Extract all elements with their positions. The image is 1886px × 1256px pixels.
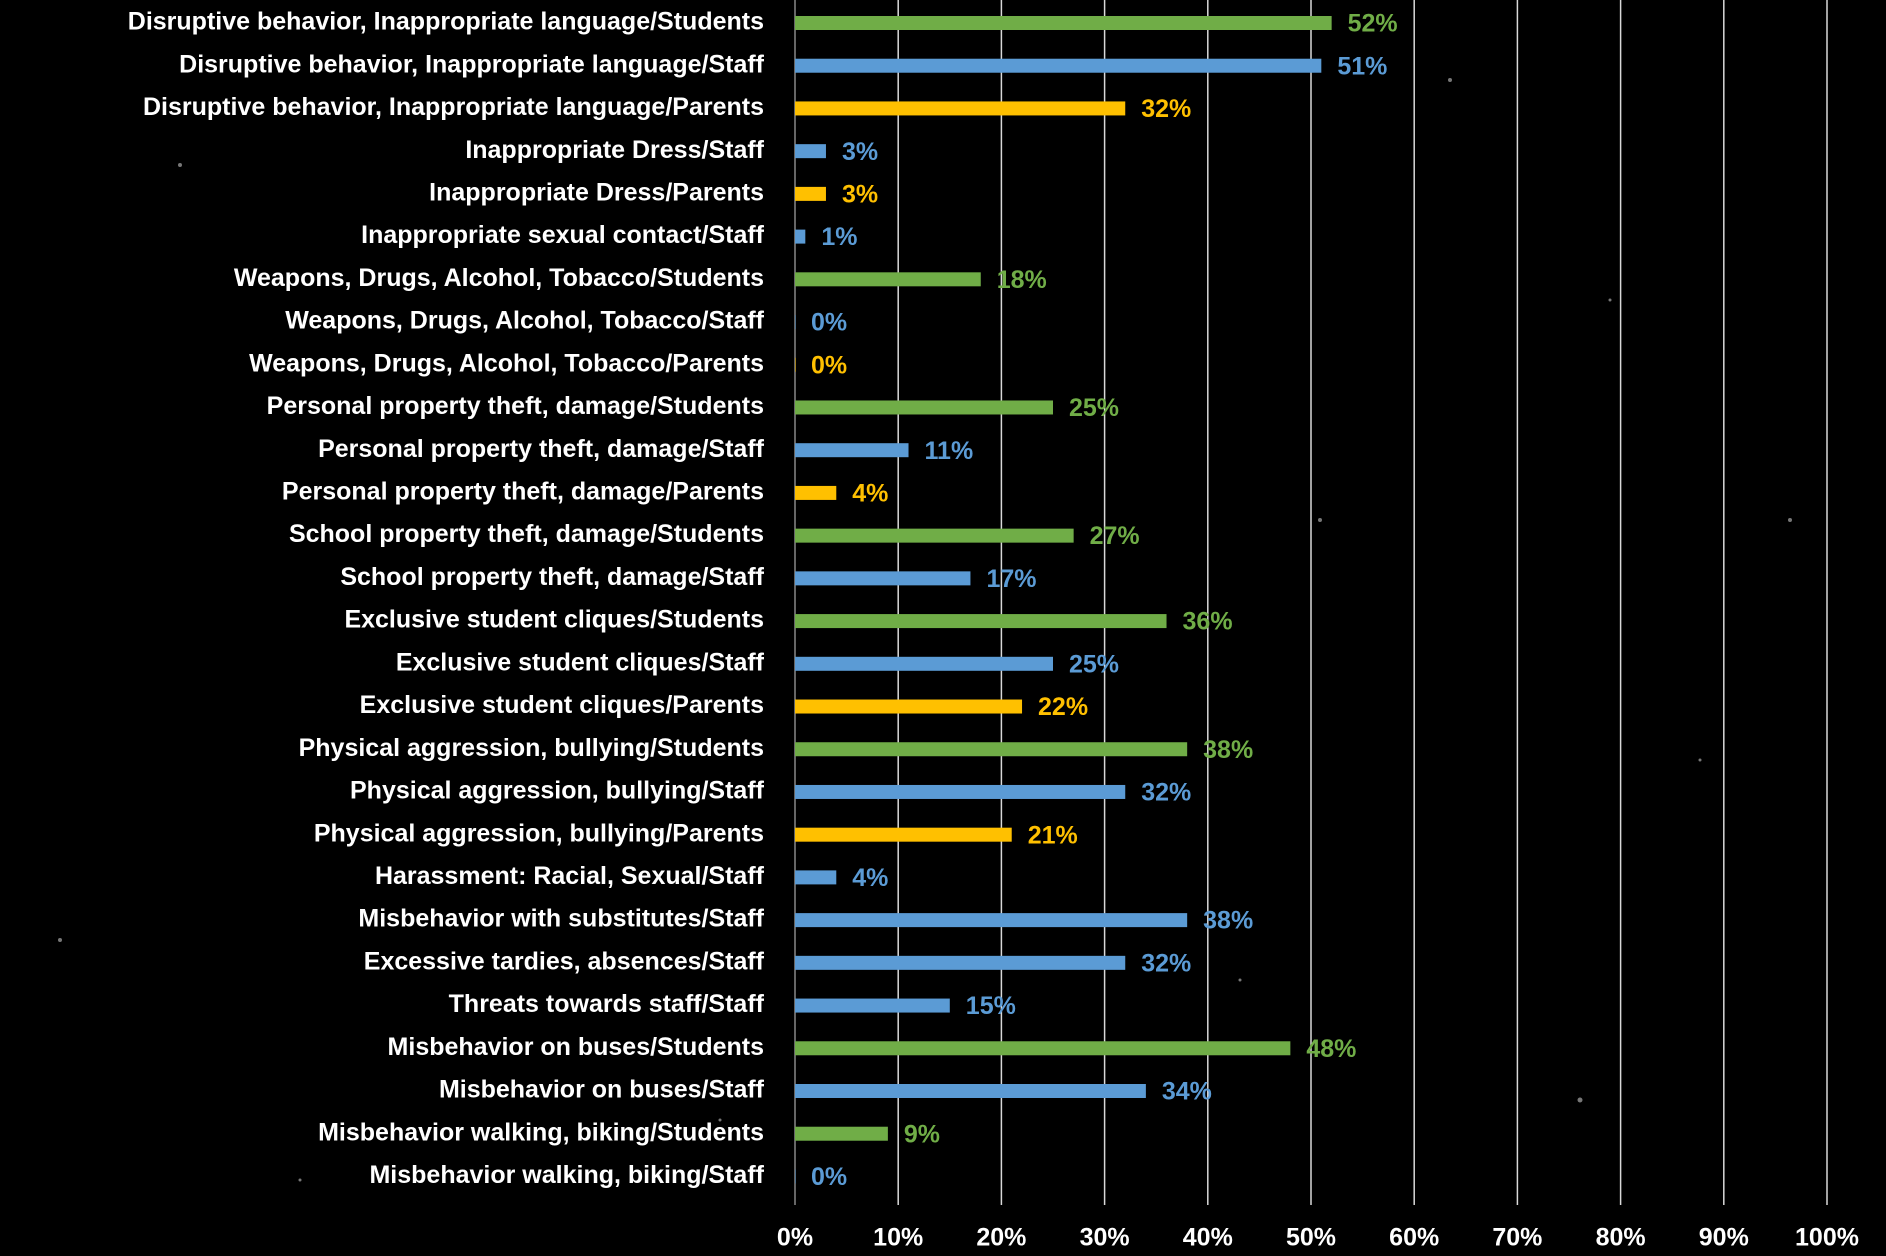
x-tick-label: 20% (976, 1224, 1026, 1252)
value-label: 51% (1337, 52, 1387, 80)
x-tick-label: 40% (1183, 1224, 1233, 1252)
value-label: 32% (1141, 779, 1191, 807)
y-tick-label: School property theft, damage/Students (289, 520, 764, 548)
y-tick-label: Misbehavior walking, biking/Students (318, 1118, 764, 1146)
y-tick-label: Harassment: Racial, Sexual/Staff (375, 862, 765, 890)
bar (795, 913, 1188, 928)
y-tick-label: Disruptive behavior, Inappropriate langu… (143, 93, 764, 121)
bar (795, 186, 826, 201)
bar (795, 485, 837, 500)
bar (795, 656, 1053, 671)
x-tick-label: 50% (1286, 1224, 1336, 1252)
value-label: 22% (1038, 693, 1088, 721)
bar (795, 1169, 796, 1184)
value-label: 21% (1028, 821, 1078, 849)
bar (795, 400, 1053, 415)
value-label: 36% (1183, 608, 1233, 636)
value-label: 38% (1203, 736, 1253, 764)
y-tick-label: Exclusive student cliques/Students (344, 606, 764, 634)
bar (795, 1126, 888, 1141)
value-label: 4% (852, 480, 888, 508)
value-label: 32% (1141, 95, 1191, 123)
bar (795, 784, 1126, 799)
bar (795, 998, 950, 1013)
x-tick-label: 30% (1080, 1224, 1130, 1252)
x-tick-label: 90% (1699, 1224, 1749, 1252)
y-tick-label: Weapons, Drugs, Alcohol, Tobacco/Student… (234, 264, 764, 292)
y-tick-label: Weapons, Drugs, Alcohol, Tobacco/Parents (249, 349, 764, 377)
value-label: 0% (811, 351, 847, 379)
y-tick-label: Personal property theft, damage/Students (267, 392, 764, 420)
y-tick-label: Disruptive behavior, Inappropriate langu… (128, 8, 764, 36)
y-tick-label: Exclusive student cliques/Parents (360, 691, 764, 719)
y-tick-label: Misbehavior on buses/Staff (439, 1076, 765, 1104)
y-tick-label: Inappropriate sexual contact/Staff (361, 221, 765, 249)
bar (795, 58, 1322, 73)
x-tick-label: 80% (1596, 1224, 1646, 1252)
bar (795, 699, 1023, 714)
value-label: 34% (1162, 1078, 1212, 1106)
y-tick-label: Excessive tardies, absences/Staff (364, 947, 765, 975)
bar (795, 614, 1167, 629)
bar (795, 1084, 1146, 1098)
value-label: 38% (1203, 907, 1253, 935)
bar (795, 272, 981, 287)
x-tick-label: 60% (1389, 1224, 1439, 1252)
value-label: 25% (1069, 394, 1119, 422)
y-tick-label: Physical aggression, bullying/Staff (350, 777, 765, 805)
bar (795, 1041, 1291, 1056)
value-label: 4% (852, 864, 888, 892)
bar (795, 528, 1074, 543)
bar (795, 101, 1126, 116)
value-label: 3% (842, 180, 878, 208)
y-tick-label: Personal property theft, damage/Parents (282, 478, 764, 506)
y-tick-label: Misbehavior walking, biking/Staff (369, 1161, 764, 1189)
value-label: 18% (997, 266, 1047, 294)
y-tick-label: Inappropriate Dress/Staff (465, 136, 764, 164)
y-tick-label: Disruptive behavior, Inappropriate langu… (179, 50, 765, 78)
value-label: 25% (1069, 650, 1119, 678)
value-label: 52% (1348, 10, 1398, 38)
bar (795, 955, 1126, 970)
x-tick-label: 100% (1795, 1224, 1859, 1252)
y-tick-label: Threats towards staff/Staff (449, 990, 765, 1018)
value-label: 32% (1141, 949, 1191, 977)
bar (795, 144, 826, 159)
x-tick-label: 0% (777, 1224, 813, 1252)
x-tick-label: 70% (1492, 1224, 1542, 1252)
bar (795, 827, 1012, 842)
value-label: 15% (966, 992, 1016, 1020)
y-tick-label: Personal property theft, damage/Staff (318, 435, 765, 463)
y-tick-label: Physical aggression, bullying/Parents (314, 819, 764, 847)
y-tick-label: School property theft, damage/Staff (340, 563, 764, 591)
y-tick-label: Misbehavior with substitutes/Staff (358, 905, 764, 933)
value-label: 48% (1306, 1035, 1356, 1063)
value-label: 3% (842, 138, 878, 166)
value-label: 0% (811, 309, 847, 337)
bar (795, 870, 837, 885)
y-tick-label: Inappropriate Dress/Parents (429, 178, 764, 206)
y-tick-label: Weapons, Drugs, Alcohol, Tobacco/Staff (285, 307, 764, 335)
bar (795, 571, 971, 586)
value-label: 11% (925, 437, 974, 465)
value-label: 0% (811, 1163, 847, 1191)
bar (795, 315, 796, 330)
value-label: 1% (821, 223, 857, 251)
y-tick-label: Misbehavior on buses/Students (388, 1033, 764, 1061)
value-label: 27% (1090, 522, 1140, 550)
value-label: 17% (986, 565, 1036, 593)
value-label: 9% (904, 1120, 940, 1148)
background-stars (58, 78, 1792, 1182)
bar (795, 229, 806, 244)
bar (795, 443, 909, 458)
bar (795, 16, 1332, 30)
y-tick-label: Physical aggression, bullying/Students (299, 734, 764, 762)
bar (795, 742, 1188, 757)
x-tick-label: 10% (873, 1224, 923, 1252)
bar (795, 357, 796, 372)
y-tick-label: Exclusive student cliques/Staff (396, 648, 765, 676)
